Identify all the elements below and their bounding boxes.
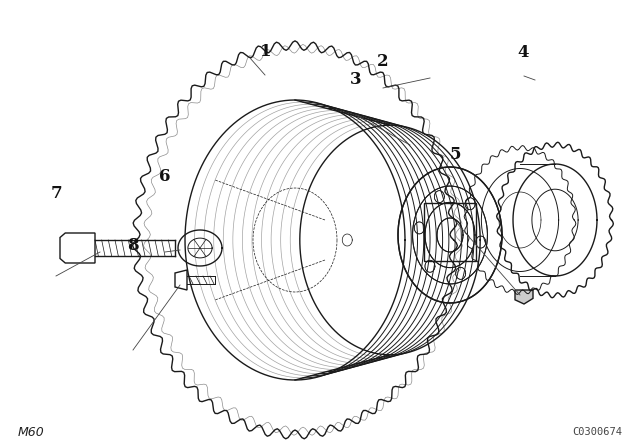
Polygon shape [175, 270, 187, 290]
Text: 2: 2 [377, 53, 388, 70]
Polygon shape [424, 203, 476, 261]
Text: 5: 5 [450, 146, 461, 163]
Text: 1: 1 [260, 43, 271, 60]
Text: 4: 4 [518, 44, 529, 61]
Polygon shape [60, 233, 95, 263]
Text: 3: 3 [350, 71, 362, 88]
Text: C0300674: C0300674 [572, 427, 622, 437]
Text: 8: 8 [127, 237, 139, 254]
Text: M60: M60 [18, 426, 45, 439]
Text: 6: 6 [159, 168, 171, 185]
Polygon shape [515, 290, 533, 304]
Text: 7: 7 [51, 185, 62, 202]
